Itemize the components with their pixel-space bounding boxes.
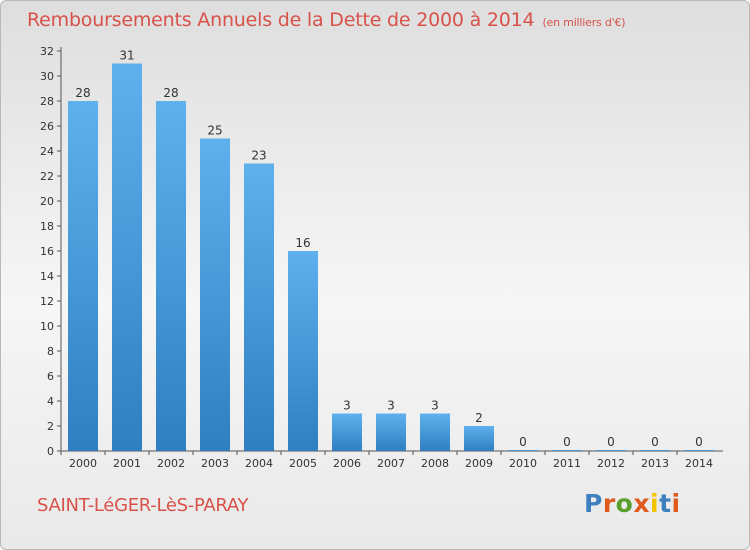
bar-value-label: 16 <box>295 236 310 250</box>
x-tick-label: 2011 <box>553 457 581 470</box>
y-tick-label: 10 <box>40 320 54 333</box>
bar-value-label: 3 <box>343 399 351 413</box>
logo-letter: i <box>650 489 660 518</box>
bar-2006 <box>332 413 362 451</box>
bar-2005 <box>288 251 318 451</box>
x-tick-label: 2002 <box>157 457 185 470</box>
y-tick-label: 26 <box>40 120 54 133</box>
bar-2014 <box>684 450 714 451</box>
bar-2013 <box>640 450 670 451</box>
y-tick-label: 24 <box>40 145 54 158</box>
y-tick-label: 12 <box>40 295 54 308</box>
x-tick-label: 2012 <box>597 457 625 470</box>
x-tick-label: 2006 <box>333 457 361 470</box>
logo-letter: P <box>584 489 603 518</box>
y-tick-label: 6 <box>47 370 54 383</box>
x-tick-label: 2004 <box>245 457 273 470</box>
y-tick-label: 14 <box>40 270 54 283</box>
bar-2003 <box>200 138 230 451</box>
y-tick-label: 30 <box>40 70 54 83</box>
bar-value-label: 2 <box>475 411 483 425</box>
bar-2002 <box>156 101 186 451</box>
x-tick-label: 2013 <box>641 457 669 470</box>
logo-letter: i <box>671 489 681 518</box>
y-tick-label: 8 <box>47 345 54 358</box>
bar-2001 <box>112 63 142 451</box>
x-tick-label: 2014 <box>685 457 713 470</box>
logo-letter: r <box>602 489 616 518</box>
x-tick-label: 2001 <box>113 457 141 470</box>
x-tick-label: 2010 <box>509 457 537 470</box>
y-tick-label: 2 <box>47 420 54 433</box>
chart-title: Remboursements Annuels de la Dette de 20… <box>27 9 626 31</box>
y-tick-label: 18 <box>40 220 54 233</box>
bar-2008 <box>420 413 450 451</box>
bar-value-label: 25 <box>207 124 222 138</box>
bar-value-label: 28 <box>75 86 90 100</box>
x-tick-label: 2008 <box>421 457 449 470</box>
logo-letter: x <box>633 489 650 518</box>
x-tick-label: 2003 <box>201 457 229 470</box>
bar-2009 <box>464 426 494 451</box>
bar-value-label: 31 <box>119 49 134 63</box>
bar-value-label: 0 <box>651 435 659 449</box>
x-tick-label: 2005 <box>289 457 317 470</box>
bar-value-label: 3 <box>387 399 395 413</box>
bar-chart: 0246810121416182022242628303228200031200… <box>40 45 723 470</box>
y-tick-label: 28 <box>40 95 54 108</box>
x-tick-label: 2007 <box>377 457 405 470</box>
bar-value-label: 3 <box>431 399 439 413</box>
bar-2011 <box>552 450 582 451</box>
logo-letter: o <box>615 489 634 518</box>
x-tick-label: 2009 <box>465 457 493 470</box>
y-tick-label: 4 <box>47 395 54 408</box>
bar-value-label: 0 <box>695 435 703 449</box>
y-tick-label: 22 <box>40 170 54 183</box>
y-tick-label: 32 <box>40 45 54 58</box>
bar-value-label: 0 <box>563 435 571 449</box>
commune-name: SAINT-LéGER-LèS-PARAY <box>37 495 249 516</box>
bar-value-label: 23 <box>251 149 266 163</box>
y-tick-label: 16 <box>40 245 54 258</box>
chart-unit: (en milliers d'€) <box>542 16 626 29</box>
x-tick-label: 2000 <box>69 457 97 470</box>
y-tick-label: 0 <box>47 445 54 458</box>
chart-title-text: Remboursements Annuels de la Dette de 20… <box>27 9 535 31</box>
y-tick-label: 20 <box>40 195 54 208</box>
bar-value-label: 0 <box>607 435 615 449</box>
logo-letter: t <box>659 489 672 518</box>
proxiti-logo[interactable]: Proxiti <box>584 489 681 518</box>
bar-2004 <box>244 163 274 451</box>
bar-value-label: 0 <box>519 435 527 449</box>
bar-value-label: 28 <box>163 86 178 100</box>
bar-2012 <box>596 450 626 451</box>
bar-2010 <box>508 450 538 451</box>
bar-2000 <box>68 101 98 451</box>
bar-2007 <box>376 413 406 451</box>
